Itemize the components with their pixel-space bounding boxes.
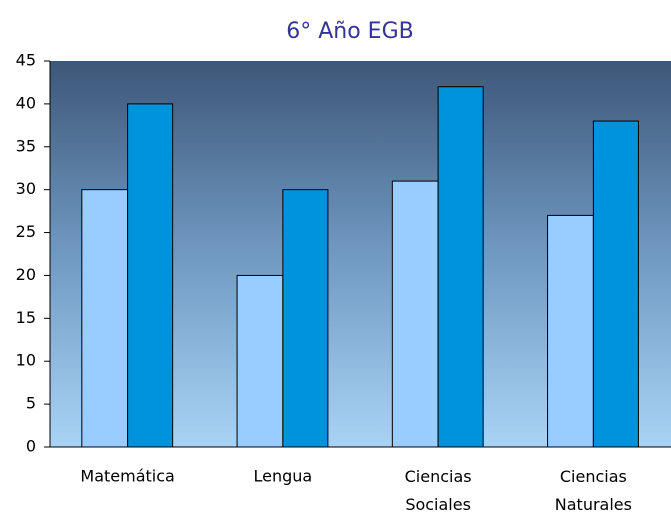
y-tick-label: 25 bbox=[16, 222, 36, 241]
bar bbox=[592, 120, 639, 448]
y-tick-label: 0 bbox=[26, 437, 36, 456]
y-tick-label: 45 bbox=[16, 51, 36, 70]
bar bbox=[282, 189, 329, 448]
x-tick-label: Ciencias Naturales bbox=[555, 467, 632, 514]
y-tick-label: 5 bbox=[26, 394, 36, 413]
chart-title: 6° Año EGB bbox=[286, 19, 413, 44]
bar bbox=[437, 86, 484, 448]
y-tick-label: 10 bbox=[16, 351, 36, 370]
y-tick-label: 35 bbox=[16, 136, 36, 155]
bar bbox=[391, 180, 439, 448]
y-tick-label: 30 bbox=[16, 179, 36, 198]
y-tick-label: 40 bbox=[16, 93, 36, 112]
bar bbox=[127, 103, 174, 448]
x-tick-label: Lengua bbox=[254, 467, 313, 486]
y-tick-label: 20 bbox=[16, 265, 36, 284]
bar bbox=[81, 189, 129, 448]
x-tick-label: Matemática bbox=[80, 467, 174, 486]
y-tick-label: 15 bbox=[16, 308, 36, 327]
bar bbox=[236, 274, 284, 448]
bar bbox=[547, 214, 594, 448]
x-tick-label: Ciencias Sociales bbox=[405, 467, 472, 514]
